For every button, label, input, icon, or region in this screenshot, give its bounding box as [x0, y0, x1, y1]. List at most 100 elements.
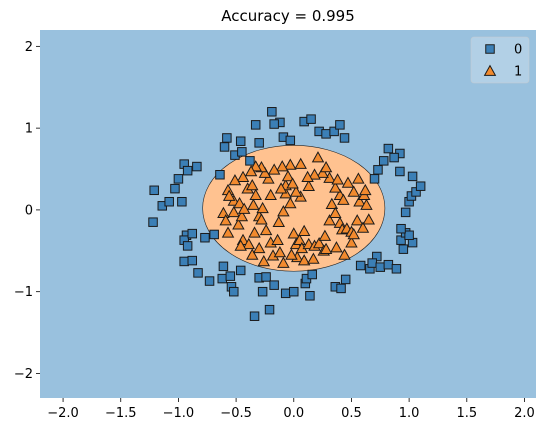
data-point-class-0 [164, 196, 174, 207]
data-point-class-0 [182, 241, 193, 251]
data-point-class-0 [249, 311, 260, 321]
data-point-class-0 [398, 244, 409, 254]
data-point-class-0 [200, 232, 210, 243]
data-point-class-0 [367, 258, 377, 268]
data-point-class-1 [274, 182, 288, 194]
data-point-class-1 [301, 170, 314, 183]
data-point-class-1 [267, 163, 281, 175]
data-point-class-0 [182, 165, 193, 176]
x-tick-label: 0.0 [283, 406, 304, 421]
x-tick-label: −2.0 [47, 406, 79, 421]
data-point-class-1 [356, 221, 370, 233]
data-point-class-0 [173, 174, 184, 184]
data-point-class-1 [338, 248, 351, 260]
data-point-class-1 [228, 174, 242, 186]
data-point-class-1 [256, 201, 269, 214]
legend-marker-class-1 [483, 64, 497, 76]
data-point-class-1 [360, 198, 373, 210]
data-point-class-1 [222, 189, 236, 201]
data-point-class-0 [235, 265, 246, 276]
data-point-class-1 [325, 197, 339, 210]
data-point-class-1 [245, 248, 259, 260]
legend-marker-class-0 [485, 44, 495, 54]
data-point-class-1 [302, 179, 316, 192]
data-point-class-0 [215, 169, 225, 180]
data-point-class-1 [271, 233, 284, 245]
data-point-class-0 [375, 262, 386, 272]
data-point-class-1 [286, 177, 299, 189]
data-point-class-0 [179, 256, 189, 267]
data-point-class-1 [244, 165, 258, 177]
data-point-class-0 [373, 165, 383, 175]
data-point-class-0 [389, 152, 399, 163]
data-point-class-0 [192, 161, 202, 172]
data-point-class-1 [242, 237, 256, 250]
data-point-class-0 [383, 143, 394, 154]
x-tick-label: 1.5 [456, 406, 477, 421]
data-point-class-0 [335, 120, 345, 130]
data-point-class-1 [285, 248, 298, 260]
data-point-class-1 [319, 242, 333, 254]
data-point-class-0 [369, 174, 380, 184]
data-point-class-0 [170, 183, 180, 194]
data-point-class-1 [341, 176, 355, 188]
data-point-class-1 [248, 226, 261, 238]
data-point-class-1 [337, 193, 350, 205]
data-point-class-1 [247, 198, 260, 210]
chart-title: Accuracy = 0.995 [221, 7, 355, 25]
data-point-class-0 [400, 207, 411, 218]
data-point-class-1 [287, 227, 301, 239]
data-point-class-1 [235, 210, 249, 222]
data-point-class-0 [193, 268, 203, 278]
data-point-class-1 [289, 185, 303, 197]
data-point-class-0 [267, 107, 277, 117]
data-point-class-1 [311, 151, 325, 163]
data-point-class-1 [352, 172, 365, 184]
data-point-class-0 [261, 272, 271, 282]
data-point-class-0 [307, 269, 317, 280]
data-point-class-1 [257, 255, 271, 267]
data-point-class-1 [221, 226, 235, 238]
data-point-class-0 [285, 135, 296, 146]
data-point-class-1 [347, 185, 360, 197]
data-point-class-1 [277, 256, 290, 268]
x-tick-label: 2.0 [514, 406, 535, 421]
data-point-class-1 [275, 160, 289, 172]
data-point-class-1 [359, 183, 372, 196]
series-0 [148, 107, 426, 321]
data-point-class-0 [289, 286, 299, 297]
data-point-class-0 [245, 156, 255, 166]
legend: 01 [470, 36, 530, 84]
data-point-class-1 [353, 195, 366, 207]
data-point-class-1 [284, 158, 297, 170]
data-point-class-1 [330, 241, 343, 253]
y-tick-label: 1 [25, 122, 33, 137]
data-point-class-1 [293, 233, 306, 245]
data-point-class-0 [187, 255, 198, 266]
data-point-class-1 [234, 239, 247, 251]
data-point-class-1 [277, 205, 290, 217]
data-point-class-1 [308, 168, 321, 180]
y-tick-label: −1 [14, 285, 33, 300]
data-point-class-0 [391, 264, 402, 274]
data-point-class-0 [222, 133, 232, 143]
data-point-class-0 [395, 166, 405, 177]
data-point-class-1 [255, 213, 268, 225]
data-point-class-1 [232, 218, 245, 230]
data-point-class-0 [355, 260, 366, 271]
data-point-class-1 [252, 241, 266, 254]
data-point-class-1 [237, 202, 251, 214]
y-axis: −2 −1 0 1 2 [14, 40, 40, 382]
data-point-class-1 [323, 214, 336, 226]
data-point-class-1 [331, 173, 344, 185]
data-point-class-1 [319, 160, 333, 173]
class-1-region [202, 145, 386, 272]
x-axis: −2.0 −1.5 −1.0 −0.5 0.0 0.5 1.0 1.5 2.0 [47, 398, 535, 421]
data-point-class-1 [264, 188, 277, 201]
data-point-class-0 [254, 138, 264, 148]
data-point-class-0 [250, 120, 261, 130]
data-point-class-1 [284, 196, 297, 209]
data-point-class-0 [339, 133, 350, 143]
data-point-class-1 [272, 215, 286, 227]
data-point-class-1 [227, 205, 241, 218]
